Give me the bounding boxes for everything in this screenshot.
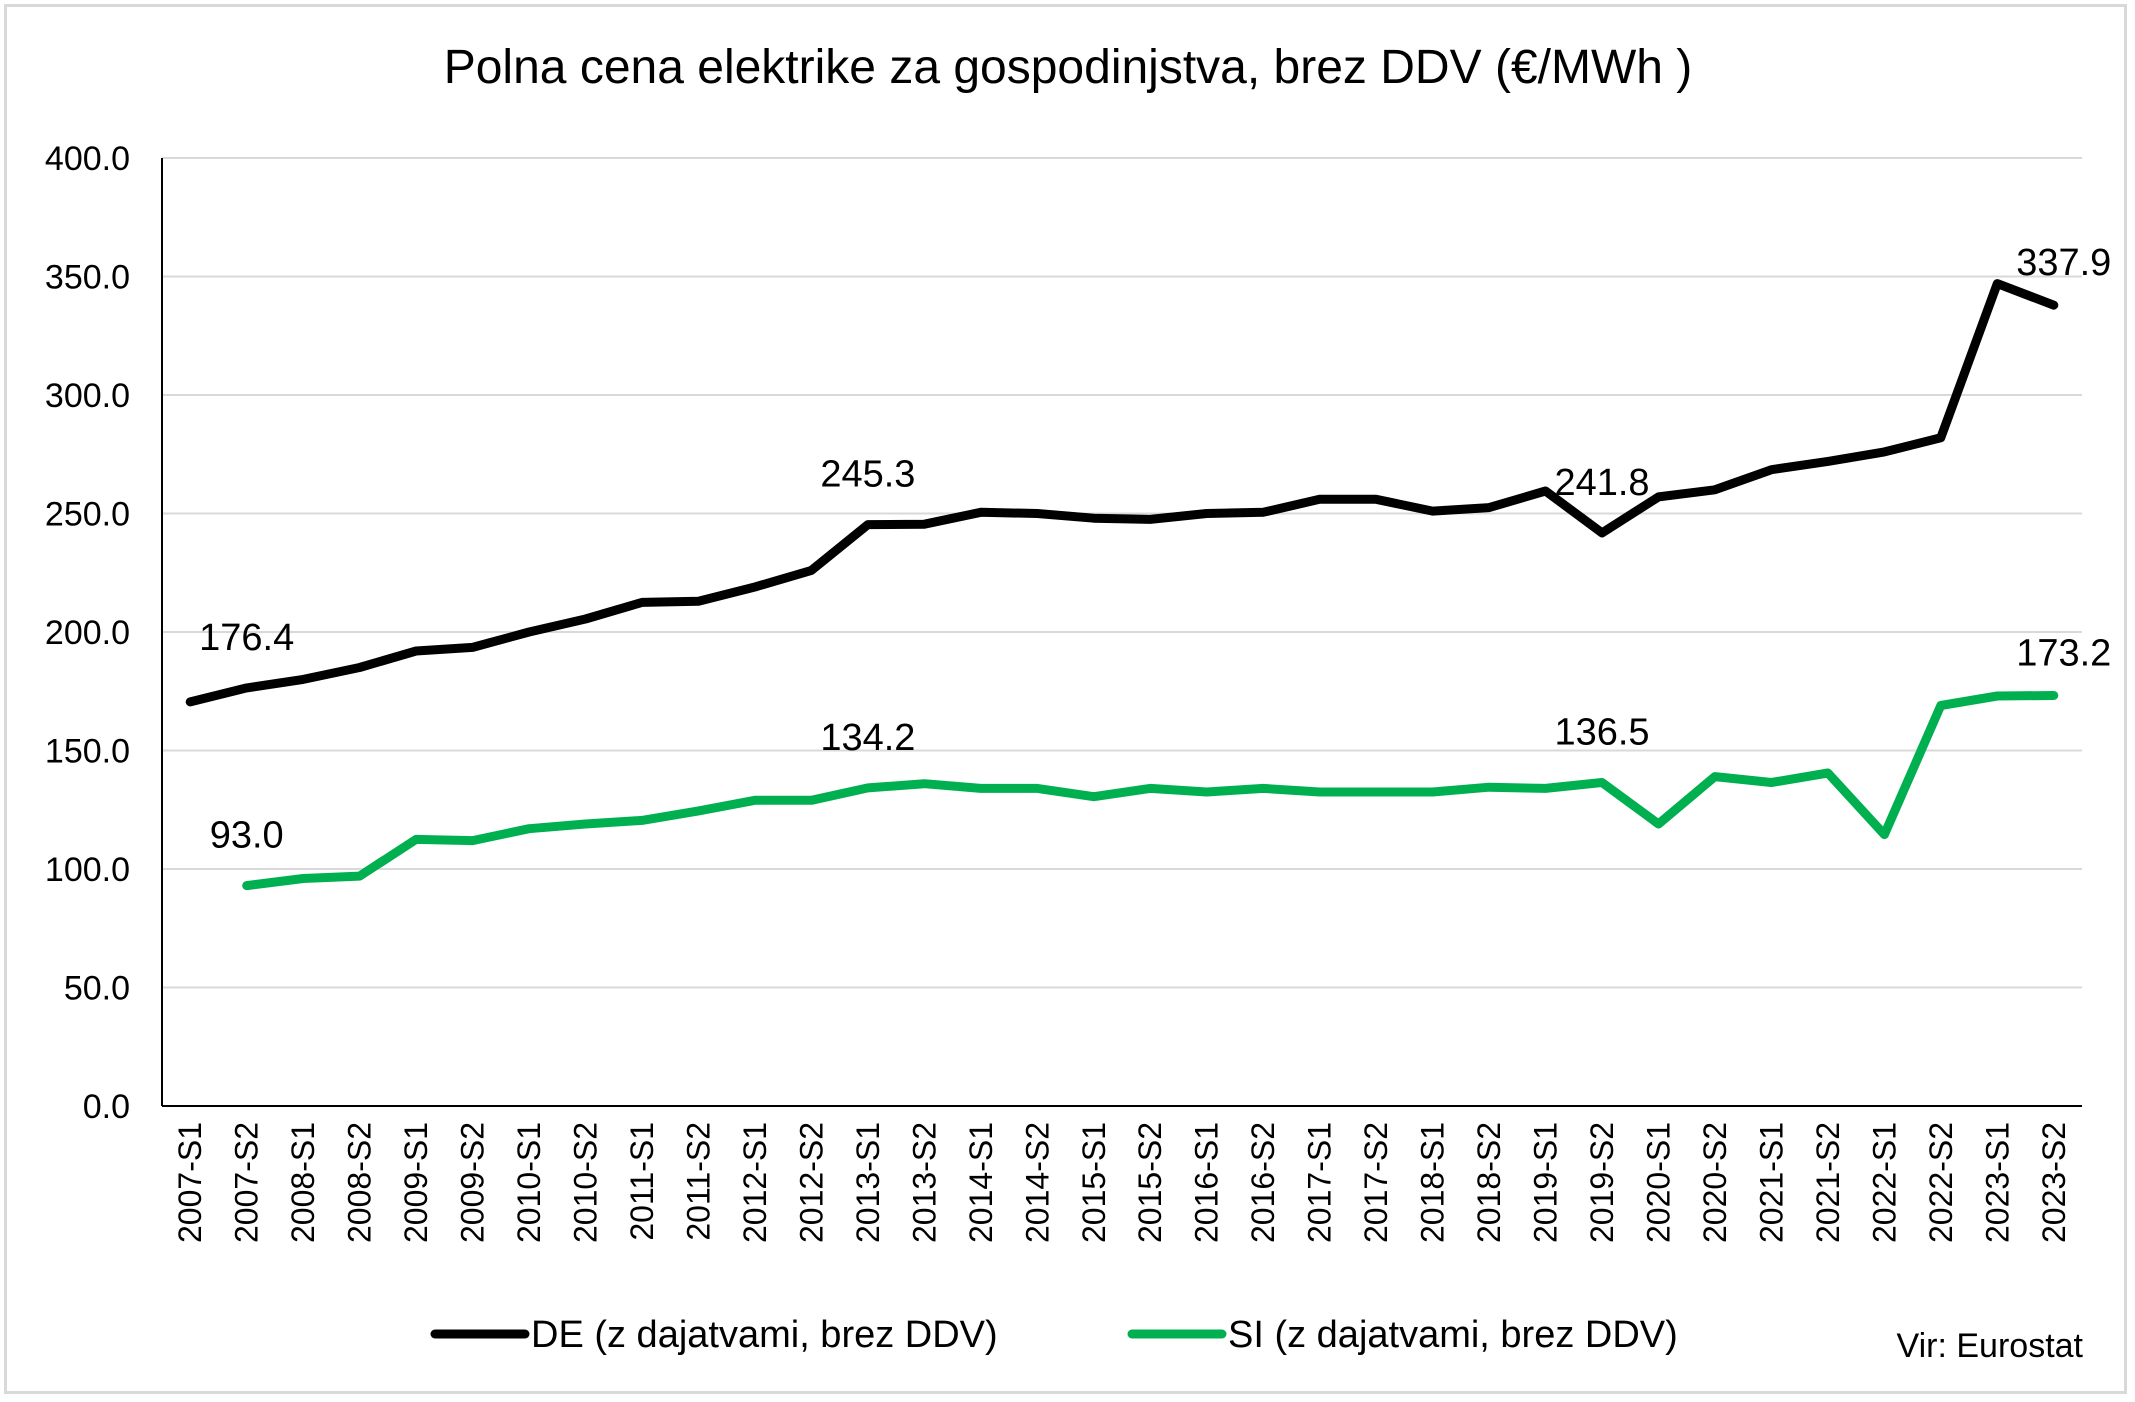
legend-label-de: DE (z dajatvami, brez DDV)	[531, 1314, 998, 1356]
x-tick-label: 2008-S2	[342, 1122, 378, 1243]
x-tick-label: 2021-S1	[1753, 1122, 1789, 1243]
x-tick-label: 2009-S1	[398, 1122, 434, 1243]
x-axis-ticks: 2007-S1 2007-S2 2008-S1 2008-S2 2009-S1 2009-…	[172, 1122, 2072, 1243]
y-tick-label: 350.0	[45, 259, 130, 297]
y-tick-label: 300.0	[45, 377, 130, 415]
x-tick-label: 2013-S2	[906, 1122, 942, 1243]
x-tick-label: 2017-S1	[1302, 1122, 1338, 1243]
x-tick-label: 2011-S1	[624, 1122, 660, 1241]
x-tick-label: 2010-S1	[511, 1122, 547, 1243]
data-label: 173.2	[2016, 633, 2111, 675]
data-label: 93.0	[210, 815, 284, 857]
series-line-si	[242, 691, 2059, 891]
chart-title: Polna cena elektrike za gospodinjstva, b…	[444, 41, 1693, 94]
source-note: Vir: Eurostat	[1897, 1327, 2084, 1365]
x-tick-label: 2023-S1	[1979, 1122, 2015, 1243]
gridlines	[162, 157, 2082, 989]
data-labels: 176.4 245.3 241.8 337.9 93.0 134.2 136.5 173.2	[199, 242, 2111, 856]
x-tick-label: 2017-S2	[1358, 1122, 1394, 1243]
y-tick-label: 200.0	[45, 614, 130, 652]
x-tick-label: 2019-S1	[1528, 1122, 1564, 1243]
axes	[161, 158, 2082, 1107]
x-tick-label: 2007-S1	[172, 1122, 208, 1243]
legend: DE (z dajatvami, brez DDV) SI (z dajatva…	[430, 1314, 1678, 1356]
x-tick-label: 2012-S1	[737, 1122, 773, 1243]
x-tick-label: 2015-S1	[1076, 1122, 1112, 1243]
x-tick-label: 2016-S1	[1189, 1122, 1225, 1243]
y-tick-label: 400.0	[45, 140, 130, 178]
data-label: 241.8	[1554, 462, 1649, 504]
chart-frame: Polna cena elektrike za gospodinjstva, b…	[4, 4, 2127, 1394]
x-tick-label: 2023-S2	[2036, 1122, 2072, 1243]
x-tick-label: 2022-S1	[1866, 1122, 1902, 1243]
data-label: 337.9	[2016, 242, 2111, 284]
x-tick-label: 2014-S1	[963, 1122, 999, 1243]
x-tick-label: 2012-S2	[793, 1122, 829, 1243]
x-tick-label: 2009-S2	[455, 1122, 491, 1243]
series-lines	[185, 279, 2059, 891]
x-tick-label: 2018-S1	[1415, 1122, 1451, 1243]
data-label: 245.3	[820, 454, 915, 496]
x-tick-label: 2019-S2	[1584, 1122, 1620, 1243]
x-tick-label: 2022-S2	[1923, 1122, 1959, 1243]
data-label: 176.4	[199, 617, 294, 659]
line-chart: Polna cena elektrike za gospodinjstva, b…	[45, 41, 2111, 1365]
y-tick-label: 250.0	[45, 496, 130, 534]
y-tick-label: 150.0	[45, 733, 130, 771]
data-label: 134.2	[820, 717, 915, 759]
x-tick-label: 2018-S2	[1471, 1122, 1507, 1243]
y-tick-label: 50.0	[64, 970, 130, 1008]
x-tick-label: 2013-S1	[850, 1122, 886, 1243]
x-tick-label: 2015-S2	[1132, 1122, 1168, 1243]
y-axis-ticks: 0.0 50.0 100.0 150.0 200.0 250.0 300.0 350.0 400…	[45, 140, 130, 1126]
legend-label-si: SI (z dajatvami, brez DDV)	[1228, 1314, 1678, 1356]
y-tick-label: 100.0	[45, 851, 130, 889]
y-tick-label: 0.0	[83, 1088, 130, 1126]
x-tick-label: 2016-S2	[1245, 1122, 1281, 1243]
x-tick-label: 2007-S2	[229, 1122, 265, 1243]
x-tick-label: 2014-S2	[1019, 1122, 1055, 1243]
x-tick-label: 2020-S2	[1697, 1122, 1733, 1243]
x-tick-label: 2011-S2	[680, 1122, 716, 1241]
x-tick-label: 2008-S1	[285, 1122, 321, 1243]
data-label: 136.5	[1554, 711, 1649, 753]
x-tick-label: 2020-S1	[1640, 1122, 1676, 1243]
series-line-de	[185, 279, 2059, 707]
x-tick-label: 2010-S2	[568, 1122, 604, 1243]
x-tick-label: 2021-S2	[1810, 1122, 1846, 1243]
